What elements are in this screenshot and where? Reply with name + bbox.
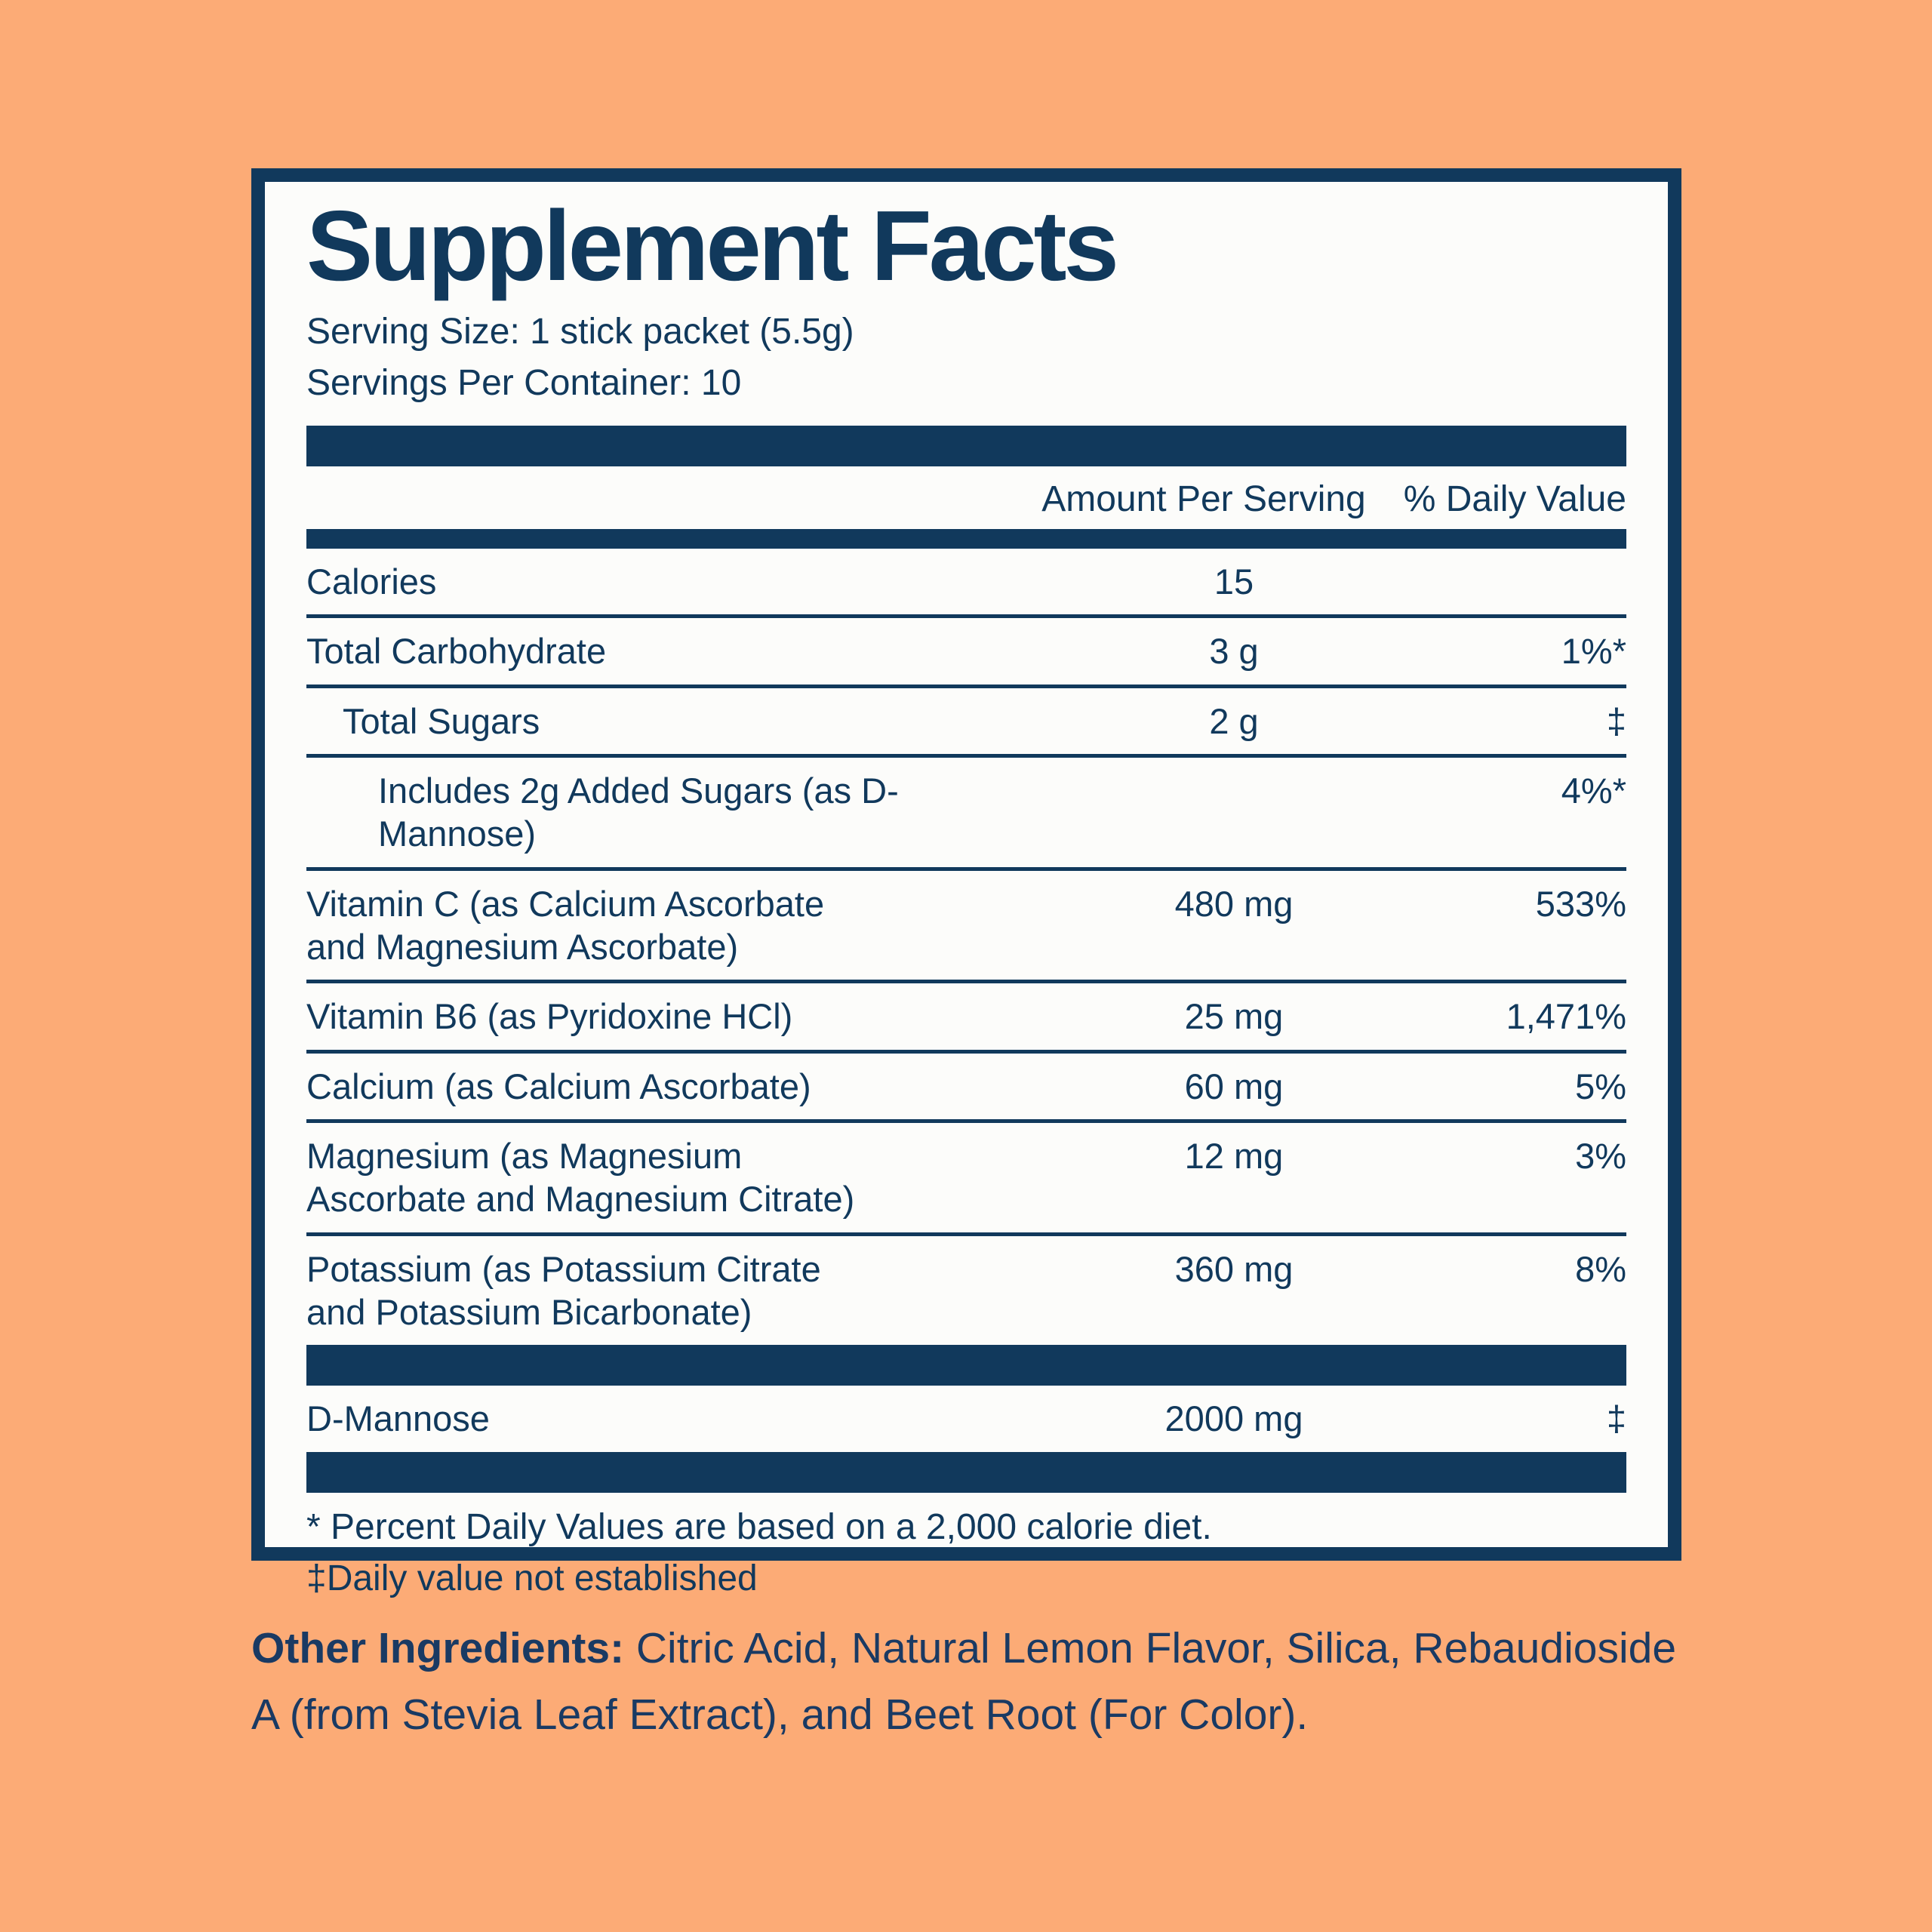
nutrient-amount: 3 g [1209,631,1259,672]
nutrient-name: Potassium (as Potassium Citrate and Pota… [306,1248,821,1332]
nutrient-daily-value: 4%* [1561,770,1626,811]
table-row: Vitamin B6 (as Pyridoxine HCl) 25 mg 1,4… [306,980,1626,1049]
divider-thick-bottom [306,1451,1626,1493]
other-ingredients: Other Ingredients: Citric Acid, Natural … [251,1615,1678,1749]
nutrient-daily-value: 5% [1575,1066,1626,1106]
nutrient-name: Magnesium (as Magnesium Ascorbate and Ma… [306,1135,855,1220]
nutrient-amount: 2 g [1209,700,1259,741]
other-ingredients-text: Citric Acid, Natural Lemon Flavor, Silic… [251,1624,1677,1740]
table-row: Calcium (as Calcium Ascorbate) 60 mg 5% [306,1049,1626,1119]
nutrient-name: Total Sugars [343,700,540,741]
divider-thick-middle [306,1345,1626,1386]
nutrient-amount: 360 mg [1174,1248,1294,1289]
servings-per-container: Servings Per Container: 10 [306,362,742,403]
table-row: Includes 2g Added Sugars (as D-Mannose) … [306,753,1626,867]
table-header: Amount Per Serving % Daily Value [306,466,1626,529]
nutrient-name: D-Mannose [306,1398,490,1439]
nutrient-name: Vitamin C (as Calcium Ascorbate and Magn… [306,883,825,967]
nutrient-daily-value: 1%* [1561,631,1626,672]
nutrient-name: Calories [306,561,437,601]
nutrient-rows: Calories 15 Total Carbohydrate 3 g 1%* T… [306,549,1626,1345]
nutrient-amount: 15 [1214,561,1254,601]
nutrient-amount: 2000 mg [1164,1398,1303,1439]
nutrient-daily-value: 1,471% [1506,996,1626,1037]
footnotes: * Percent Daily Values are based on a 2,… [306,1502,1626,1604]
supplement-facts-panel: Supplement Facts Serving Size: 1 stick p… [251,168,1681,1598]
table-row: Magnesium (as Magnesium Ascorbate and Ma… [306,1118,1626,1232]
divider-thick-top [306,425,1626,466]
nutrient-name: Calcium (as Calcium Ascorbate) [306,1066,811,1106]
nutrient-amount: 12 mg [1184,1135,1284,1176]
header-percent-daily-value: % Daily Value [1403,478,1626,519]
serving-size: Serving Size: 1 stick packet (5.5g) [306,311,854,352]
other-compound-rows: D-Mannose 2000 mg ‡ [306,1386,1626,1451]
table-row: Vitamin C (as Calcium Ascorbate and Magn… [306,866,1626,980]
table-row: Calories 15 [306,549,1626,614]
table-row: Total Sugars 2 g ‡ [306,684,1626,754]
table-row: Total Carbohydrate 3 g 1%* [306,614,1626,684]
nutrient-daily-value: 3% [1575,1135,1626,1176]
nutrient-amount: 60 mg [1184,1066,1284,1106]
nutrient-daily-value: ‡ [1606,1398,1626,1439]
nutrient-daily-value: 533% [1535,883,1626,924]
nutrient-name: Vitamin B6 (as Pyridoxine HCl) [306,996,793,1037]
nutrient-amount: 480 mg [1174,883,1294,924]
nutrient-daily-value: ‡ [1606,700,1626,741]
nutrient-name: Includes 2g Added Sugars (as D-Mannose) [378,770,899,854]
header-amount-per-serving: Amount Per Serving [1041,478,1366,519]
nutrient-name: Total Carbohydrate [306,631,607,672]
table-row: Potassium (as Potassium Citrate and Pota… [306,1232,1626,1346]
footnote-daily-values: * Percent Daily Values are based on a 2,… [306,1506,1212,1547]
footnote-not-established: ‡Daily value not established [306,1558,758,1598]
divider-medium-header [306,528,1626,549]
nutrient-daily-value: 8% [1575,1248,1626,1289]
nutrient-amount: 25 mg [1184,996,1284,1037]
serving-info: Serving Size: 1 stick packet (5.5g) Serv… [306,306,1626,409]
panel-title: Supplement Facts [306,190,1119,301]
other-ingredients-label: Other Ingredients: [251,1624,625,1672]
table-row: D-Mannose 2000 mg ‡ [306,1386,1626,1451]
